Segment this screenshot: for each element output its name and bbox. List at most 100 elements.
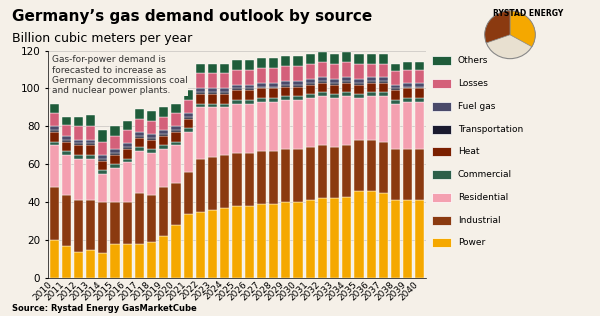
Bar (159, 236, 169, 278)
Bar (367, 140, 376, 191)
Bar (50, 145, 59, 187)
Wedge shape (510, 11, 535, 47)
Bar (208, 88, 217, 92)
Bar (232, 104, 242, 153)
Bar (281, 100, 290, 149)
Bar (172, 130, 181, 132)
Bar (342, 197, 352, 278)
Bar (367, 92, 376, 96)
Bar (74, 140, 83, 143)
Bar (159, 149, 169, 187)
Bar (367, 191, 376, 278)
Bar (293, 100, 302, 149)
Bar (403, 149, 412, 200)
Bar (305, 54, 315, 64)
Bar (257, 58, 266, 68)
Bar (110, 164, 119, 168)
Bar (432, 238, 451, 247)
Bar (257, 98, 266, 102)
Bar (232, 90, 242, 100)
Bar (135, 138, 144, 147)
Text: Losses: Losses (458, 79, 488, 88)
Bar (184, 119, 193, 128)
Bar (196, 107, 205, 159)
Bar (122, 149, 132, 159)
Bar (269, 68, 278, 83)
Bar (74, 252, 83, 278)
Bar (355, 79, 364, 83)
Bar (318, 81, 327, 83)
Bar (293, 87, 302, 96)
Bar (269, 58, 278, 68)
Bar (232, 100, 242, 104)
Bar (293, 56, 302, 66)
Bar (403, 200, 412, 278)
Bar (415, 87, 424, 88)
Bar (245, 85, 254, 88)
Bar (318, 83, 327, 92)
Bar (196, 73, 205, 88)
Bar (184, 90, 193, 100)
Bar (342, 52, 352, 62)
Bar (355, 64, 364, 79)
Bar (318, 52, 327, 62)
Bar (86, 250, 95, 278)
Bar (342, 62, 352, 77)
Bar (415, 98, 424, 102)
Bar (415, 102, 424, 149)
Bar (330, 98, 339, 147)
Bar (122, 202, 132, 244)
Text: Industrial: Industrial (458, 216, 500, 225)
Bar (135, 109, 144, 119)
Bar (159, 117, 169, 130)
Bar (281, 85, 290, 87)
Bar (391, 88, 400, 90)
Bar (172, 225, 181, 278)
Bar (367, 96, 376, 140)
Bar (403, 87, 412, 88)
Bar (172, 132, 181, 142)
Bar (110, 149, 119, 153)
Wedge shape (485, 11, 510, 43)
Bar (232, 85, 242, 88)
Text: Germany’s gas demand outlook by source: Germany’s gas demand outlook by source (12, 9, 372, 24)
Bar (432, 216, 451, 225)
Bar (122, 162, 132, 202)
Bar (62, 140, 71, 142)
Bar (269, 88, 278, 98)
Bar (293, 81, 302, 85)
Bar (245, 153, 254, 206)
Bar (196, 159, 205, 212)
Bar (196, 104, 205, 107)
Bar (232, 206, 242, 278)
Bar (257, 88, 266, 98)
Bar (318, 77, 327, 81)
Bar (318, 198, 327, 278)
Bar (355, 94, 364, 98)
Bar (74, 145, 83, 155)
Bar (257, 83, 266, 87)
Bar (355, 54, 364, 64)
Bar (220, 73, 229, 88)
Bar (184, 128, 193, 132)
Bar (391, 100, 400, 104)
Bar (74, 117, 83, 126)
Bar (257, 204, 266, 278)
Bar (379, 193, 388, 278)
Bar (367, 77, 376, 81)
Bar (293, 96, 302, 100)
Bar (355, 85, 364, 94)
Bar (415, 83, 424, 87)
Bar (172, 142, 181, 145)
Bar (318, 62, 327, 77)
Bar (98, 142, 107, 155)
Bar (330, 54, 339, 64)
Bar (403, 62, 412, 70)
Bar (305, 147, 315, 200)
Bar (355, 83, 364, 85)
Bar (293, 149, 302, 202)
Bar (110, 155, 119, 164)
Bar (403, 102, 412, 149)
Bar (50, 240, 59, 278)
Bar (135, 147, 144, 151)
